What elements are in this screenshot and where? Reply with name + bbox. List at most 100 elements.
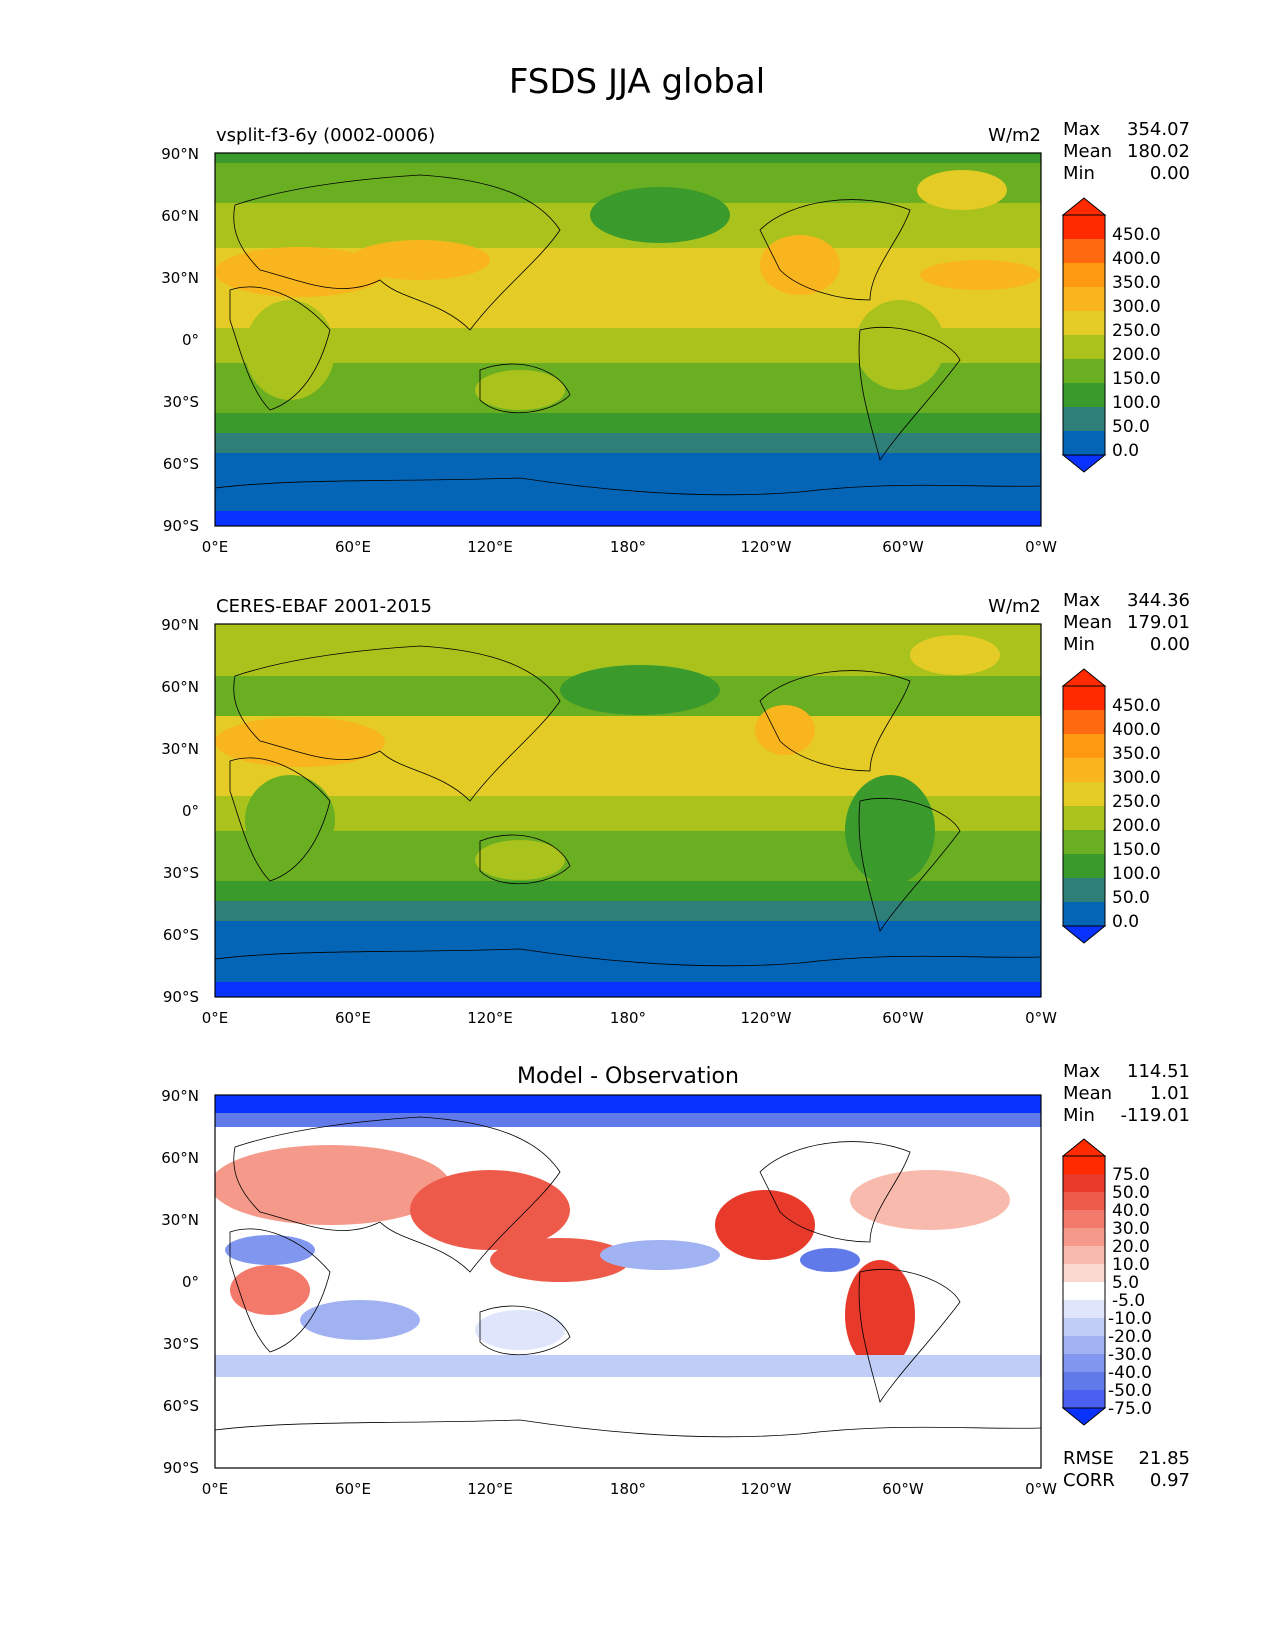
region-south-america — [845, 775, 935, 885]
colorbar-label: -10.0 — [1108, 1309, 1152, 1329]
colorbar-segment — [1063, 1246, 1105, 1264]
y-tick-label: 0° — [182, 331, 199, 349]
figure-title: FSDS JJA global — [509, 62, 765, 102]
map-band-southern-ocean — [215, 901, 1041, 921]
x-tick-label: 120°W — [741, 1009, 792, 1027]
region-australia-neg — [475, 1310, 565, 1350]
colorbar-label: -75.0 — [1108, 1399, 1152, 1419]
stat-label: Max — [1063, 590, 1101, 611]
x-axis: 0°E 60°E 120°E 180° 120°W 60°W 0°W — [202, 1480, 1057, 1498]
colorbar-segment — [1063, 782, 1105, 806]
panel-left-title: CERES-EBAF 2001-2015 — [216, 596, 432, 617]
y-tick-label: 90°N — [161, 616, 199, 634]
colorbar-segment — [1063, 1372, 1105, 1390]
coastline-africa — [229, 1228, 331, 1353]
x-tick-label: 120°E — [467, 1480, 513, 1498]
colorbar-label: 50.0 — [1112, 888, 1150, 908]
coastline-eurasia — [233, 174, 561, 331]
region-eurasia-pos — [215, 1145, 450, 1225]
panel-difference: Model - Observation Max 114.51 Mean 1.01… — [161, 1061, 1190, 1498]
colorbar-label: 50.0 — [1112, 417, 1150, 437]
colorbar: 450.0 400.0 350.0 300.0 250.0 200.0 150.… — [1061, 668, 1161, 944]
colorbar-label: 0.0 — [1112, 441, 1139, 461]
stat-value: 354.07 — [1127, 119, 1190, 140]
stat-value: 180.02 — [1127, 141, 1190, 162]
x-tick-label: 60°E — [335, 1480, 371, 1498]
map-frame — [214, 1094, 1042, 1469]
stat-value: 0.97 — [1150, 1470, 1190, 1491]
y-tick-label: 30°S — [163, 393, 199, 411]
map-band-arctic — [215, 624, 1041, 636]
y-tick-label: 60°N — [161, 1149, 199, 1167]
coastline-south-america — [858, 326, 961, 461]
coastline-antarctica — [215, 1419, 1041, 1438]
stat-label: RMSE — [1063, 1448, 1114, 1469]
panel-units: W/m2 — [988, 125, 1041, 146]
region-africa — [245, 775, 335, 865]
stat-label: CORR — [1063, 1470, 1115, 1491]
colorbar-label: 350.0 — [1112, 744, 1161, 764]
x-tick-label: 0°E — [202, 1009, 229, 1027]
region-sahara — [215, 717, 385, 767]
map-band-antarctic — [215, 453, 1041, 511]
x-tick-label: 120°E — [467, 1009, 513, 1027]
colorbar-label: 5.0 — [1112, 1273, 1139, 1293]
stat-value: 179.01 — [1127, 612, 1190, 633]
x-tick-label: 120°W — [741, 1480, 792, 1498]
stat-value: -119.01 — [1121, 1105, 1190, 1126]
colorbar-label: -40.0 — [1108, 1363, 1152, 1383]
colorbar-label: 200.0 — [1112, 345, 1161, 365]
colorbar-segment — [1063, 902, 1105, 926]
region-south-america-pos — [845, 1260, 915, 1370]
colorbar-segment — [1063, 335, 1105, 359]
colorbar-segment — [1063, 311, 1105, 335]
region-tropical-pacific-neg — [600, 1240, 720, 1270]
y-tick-label: 90°S — [163, 517, 199, 535]
coastline-africa — [229, 757, 331, 882]
x-tick-label: 60°W — [882, 1480, 924, 1498]
coastline-north-america — [759, 1141, 911, 1243]
colorbar-label: 150.0 — [1112, 369, 1161, 389]
colorbar-segment — [1063, 1300, 1105, 1318]
stats-block: Max 344.36 Mean 179.01 Min 0.00 — [1063, 590, 1190, 655]
colorbar-label: 200.0 — [1112, 816, 1161, 836]
x-tick-label: 120°W — [741, 538, 792, 556]
map-band-north-neg — [215, 1113, 1041, 1127]
colorbar-segment — [1063, 239, 1105, 263]
region-greenland — [917, 170, 1007, 210]
region-north-america-west — [755, 705, 815, 755]
coastline-eurasia — [233, 1116, 561, 1273]
region-atlantic-high — [920, 260, 1040, 290]
colorbar-segment — [1063, 758, 1105, 782]
colorbar-label: 300.0 — [1112, 768, 1161, 788]
colorbar-segment — [1063, 359, 1105, 383]
coastline-antarctica — [215, 477, 1041, 496]
panel-left-title: vsplit-f3-6y (0002-0006) — [216, 125, 435, 146]
map-band-midsouth — [215, 881, 1041, 901]
region-indian-neg — [300, 1300, 420, 1340]
region-sahel-neg — [225, 1235, 315, 1265]
colorbar-label: 400.0 — [1112, 249, 1161, 269]
x-tick-label: 0°E — [202, 538, 229, 556]
map-band-southern-neg — [215, 1355, 1041, 1377]
coastline-south-america — [858, 1268, 961, 1403]
colorbar-segment — [1063, 854, 1105, 878]
colorbar: 450.0 400.0 350.0 300.0 250.0 200.0 150.… — [1061, 197, 1161, 473]
stat-value: 1.01 — [1150, 1083, 1190, 1104]
stats-block: Max 354.07 Mean 180.02 Min 0.00 — [1063, 119, 1190, 184]
colorbar-extend-max — [1061, 668, 1107, 687]
stat-value: 344.36 — [1127, 590, 1190, 611]
region-north-pacific-low — [560, 665, 720, 715]
panel-center-title: Model - Observation — [517, 1064, 739, 1089]
colorbar-label: 100.0 — [1112, 393, 1161, 413]
x-tick-label: 0°W — [1025, 538, 1057, 556]
colorbar-segment — [1063, 1228, 1105, 1246]
x-tick-label: 60°W — [882, 538, 924, 556]
colorbar-label: 450.0 — [1112, 696, 1161, 716]
map — [215, 1095, 1041, 1468]
extra-stats-block: RMSE 21.85 CORR 0.97 — [1063, 1448, 1190, 1491]
y-axis: 90°N 60°N 30°N 0° 30°S 60°S 90°S — [161, 145, 199, 535]
colorbar-label: 150.0 — [1112, 840, 1161, 860]
region-atlantic-pos — [850, 1170, 1010, 1230]
stat-label: Mean — [1063, 1083, 1112, 1104]
